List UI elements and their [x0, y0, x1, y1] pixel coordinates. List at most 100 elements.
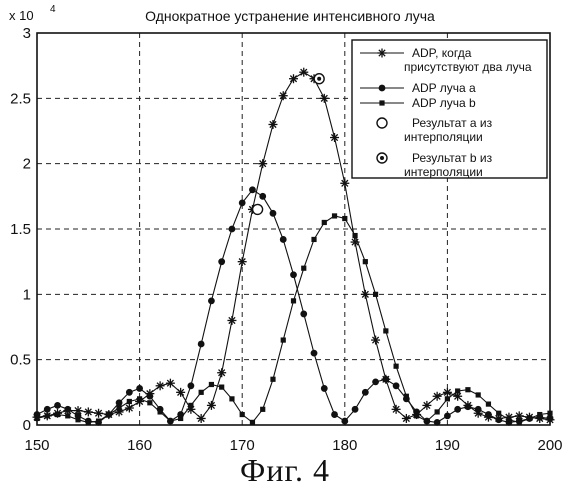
data-point [249, 186, 256, 193]
data-point [147, 400, 152, 405]
data-point [496, 411, 501, 416]
data-point [44, 406, 51, 413]
data-point [55, 412, 60, 417]
data-point [217, 368, 226, 377]
legend: ADP, когдаприсутствуют два луча ADP луча … [352, 40, 547, 179]
data-point [301, 266, 306, 271]
data-point [209, 382, 214, 387]
data-point [106, 412, 111, 417]
data-point [281, 337, 286, 342]
data-point [443, 388, 452, 397]
data-point [116, 405, 121, 410]
data-point [340, 179, 349, 188]
data-point [414, 413, 419, 418]
y-tick-label: 3 [23, 25, 31, 42]
data-point [291, 298, 296, 303]
data-point [158, 409, 163, 414]
data-point [495, 416, 502, 423]
data-point [486, 401, 491, 406]
data-point [383, 328, 388, 333]
data-point [260, 407, 265, 412]
data-point [485, 411, 492, 418]
data-point [227, 316, 236, 325]
legend-marker [379, 85, 386, 92]
legend-marker [378, 49, 387, 58]
data-point [402, 414, 411, 423]
data-point [198, 341, 205, 348]
data-point [424, 418, 429, 423]
data-point [197, 414, 206, 423]
y-axis: 00.511.522.53 [10, 25, 31, 434]
data-point [239, 199, 246, 206]
data-point [219, 385, 224, 390]
data-point [311, 350, 318, 357]
data-point [168, 418, 173, 423]
data-point [363, 259, 368, 264]
data-point [331, 411, 338, 418]
figure-caption: Фиг. 4 [0, 452, 570, 489]
data-point [435, 409, 440, 414]
data-point [314, 74, 324, 84]
data-point [404, 394, 409, 399]
data-point [311, 237, 316, 242]
legend-label: ADP, когда [412, 46, 472, 60]
legend-label: ADP луча a [412, 81, 476, 95]
data-point [394, 364, 399, 369]
y-scale-label: x 10 [9, 8, 34, 23]
data-point [362, 389, 369, 396]
data-point [178, 416, 183, 421]
data-point [96, 418, 101, 423]
data-point [290, 271, 297, 278]
data-point [352, 233, 357, 238]
data-point [137, 396, 142, 401]
legend-marker [377, 153, 387, 163]
legend-label: Результат а из [412, 116, 493, 130]
data-point [321, 385, 328, 392]
data-point [188, 403, 193, 408]
data-point [361, 290, 370, 299]
data-point [65, 413, 70, 418]
data-point [279, 91, 288, 100]
data-point [240, 412, 245, 417]
data-point [54, 402, 61, 409]
data-point [322, 220, 327, 225]
legend-label: ADP луча b [412, 96, 476, 110]
data-point [238, 257, 247, 266]
legend-label: интерполяции [404, 165, 483, 179]
data-point [342, 216, 347, 221]
data-point [465, 387, 470, 392]
data-point [352, 406, 359, 413]
legend-label: присутствуют два луча [404, 60, 532, 74]
data-point [258, 159, 267, 168]
data-point [393, 382, 400, 389]
data-point [372, 378, 379, 385]
data-point [268, 120, 277, 129]
data-point [253, 204, 263, 214]
y-tick-label: 1.5 [10, 221, 31, 238]
data-point [454, 406, 461, 413]
data-point [444, 412, 451, 419]
legend-marker [377, 118, 387, 128]
series-4 [253, 204, 263, 214]
data-point [332, 213, 337, 218]
data-point [455, 388, 460, 393]
data-point [126, 389, 133, 396]
data-point [116, 399, 123, 406]
data-point [422, 401, 431, 410]
data-point [392, 405, 401, 414]
data-point [75, 417, 80, 422]
chart-title: Однократное устранение интенсивного луча [145, 8, 435, 24]
data-point [330, 133, 339, 142]
data-point [208, 297, 215, 304]
data-point [229, 396, 234, 401]
data-point [45, 413, 50, 418]
data-point [445, 396, 450, 401]
data-point [433, 392, 442, 401]
data-point [382, 376, 389, 383]
data-point [199, 390, 204, 395]
data-point [64, 406, 71, 413]
data-point [373, 292, 378, 297]
data-point [136, 385, 143, 392]
data-point [476, 392, 481, 397]
